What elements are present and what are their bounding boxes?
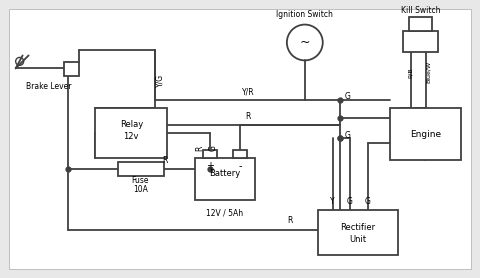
- Text: G: G: [347, 197, 353, 206]
- Text: Battery: Battery: [209, 169, 240, 178]
- Text: Blue/W: Blue/W: [426, 61, 431, 83]
- Bar: [408, 17, 432, 31]
- Text: R: R: [287, 215, 292, 225]
- Text: Fuse: Fuse: [132, 176, 149, 185]
- Text: R: R: [163, 156, 168, 165]
- Text: G: G: [209, 145, 217, 151]
- Text: R: R: [245, 112, 251, 121]
- Bar: [233, 150, 247, 158]
- Text: +: +: [206, 161, 214, 171]
- Text: G: G: [365, 197, 371, 206]
- Text: 12v: 12v: [123, 131, 139, 140]
- Text: Brake Lever: Brake Lever: [26, 82, 72, 91]
- Bar: [119, 162, 164, 176]
- Text: Relay: Relay: [120, 120, 143, 128]
- Text: R/B: R/B: [408, 67, 413, 78]
- Bar: [318, 210, 397, 255]
- Text: G: G: [345, 130, 350, 140]
- Bar: [195, 158, 255, 200]
- Text: G: G: [345, 92, 350, 101]
- Text: Y: Y: [330, 197, 335, 206]
- Bar: [96, 108, 167, 158]
- Text: Rectifier: Rectifier: [340, 223, 375, 232]
- Bar: [203, 150, 217, 158]
- Text: 12V / 5Ah: 12V / 5Ah: [206, 208, 244, 217]
- Text: Kill Switch: Kill Switch: [401, 6, 440, 15]
- Text: ~: ~: [300, 36, 310, 49]
- Text: Y/R: Y/R: [241, 87, 254, 96]
- Bar: [63, 62, 80, 76]
- Text: Y/G: Y/G: [156, 74, 165, 87]
- Text: Engine: Engine: [410, 130, 441, 138]
- Text: R: R: [196, 145, 204, 151]
- Bar: [403, 31, 438, 53]
- Text: 10A: 10A: [133, 185, 148, 194]
- Text: Ignition Switch: Ignition Switch: [276, 10, 333, 19]
- Text: -: -: [238, 161, 242, 171]
- Bar: [390, 108, 461, 160]
- Text: Unit: Unit: [349, 235, 366, 244]
